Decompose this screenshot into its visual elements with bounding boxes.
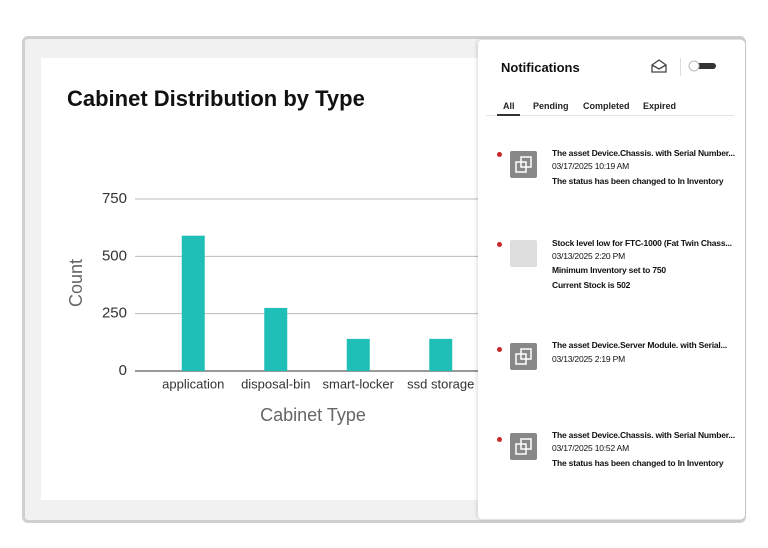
panel-title: Notifications [501,60,580,75]
item-date: 03/17/2025 10:52 AM [552,443,630,453]
tab[interactable]: Expired [643,101,677,111]
item-title: Stock level low for FTC-1000 (Fat Twin C… [552,238,732,248]
tab-rule [486,115,734,116]
chart-title: Cabinet Distribution by Type [67,86,365,111]
y-axis-label: Count [66,259,86,307]
asset-icon [510,433,537,460]
item-line: The status has been changed to In Invent… [552,458,724,468]
asset-icon [510,151,537,178]
tab[interactable]: Completed [583,101,630,111]
bar [181,235,205,371]
chart-card [41,58,491,500]
x-tick-label: ssd storage [407,376,474,391]
unread-dot [497,437,502,442]
item-date: 03/13/2025 2:20 PM [552,251,625,261]
x-axis-label: Cabinet Type [260,405,366,425]
y-tick-label: 0 [119,362,127,379]
unread-dot [497,347,502,352]
y-tick-label: 250 [102,305,127,322]
unread-dot [497,242,502,247]
tab[interactable]: Pending [533,101,569,111]
item-date: 03/17/2025 10:19 AM [552,161,630,171]
item-line: Current Stock is 502 [552,280,631,290]
broken-image-icon [510,240,537,267]
tab[interactable]: All [503,101,515,111]
item-line: Minimum Inventory set to 750 [552,265,666,275]
y-tick-label: 750 [102,190,127,207]
item-title: The asset Device.Server Module. with Ser… [552,340,728,350]
bar [429,338,453,371]
divider [680,58,681,76]
x-tick-label: smart-locker [322,376,394,391]
notification-panel: Notifications All Pending Completed Expi… [478,40,745,519]
unread-dot [497,152,502,157]
item-line: The status has been changed to In Invent… [552,176,724,186]
asset-icon [510,343,537,370]
mark-read-icon[interactable] [650,58,668,74]
bar [346,338,370,371]
item-title: The asset Device.Chassis. with Serial Nu… [552,430,735,440]
y-tick-label: 500 [102,247,127,264]
toggle[interactable] [688,60,718,72]
x-tick-label: application [162,376,224,391]
x-tick-label: disposal-bin [241,376,310,391]
active-tab-underline [497,114,520,116]
item-title: The asset Device.Chassis. with Serial Nu… [552,148,735,158]
bar [264,307,288,371]
item-date: 03/13/2025 2:19 PM [552,354,625,364]
